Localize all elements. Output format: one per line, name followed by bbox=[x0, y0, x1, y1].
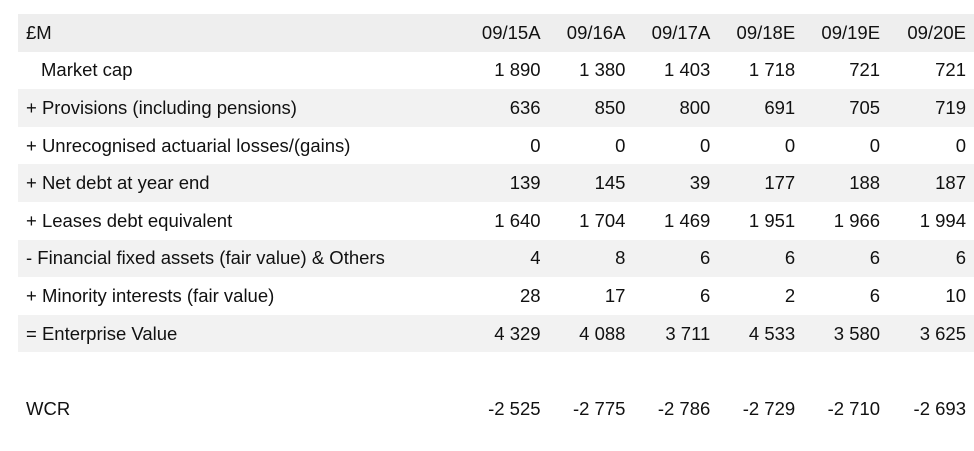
cell-value: 0 bbox=[530, 134, 541, 156]
cell-value: 1 966 bbox=[833, 209, 881, 231]
year-header: 09/17A bbox=[625, 14, 711, 52]
cell-value: 4 533 bbox=[710, 314, 796, 353]
cell-value: 3 711 bbox=[625, 314, 711, 353]
enterprise-value-table: £M 09/15A 09/16A 09/17A 09/18E 09/19E 09… bbox=[18, 14, 974, 428]
cell-value: 2 bbox=[784, 284, 796, 306]
cell-value: 6 bbox=[710, 239, 796, 278]
cell-value: 17 bbox=[604, 284, 626, 306]
row-label: Market cap bbox=[41, 59, 133, 81]
year-header: 09/19E bbox=[795, 14, 881, 52]
cell-value: 721 bbox=[849, 59, 881, 81]
cell-value: 145 bbox=[540, 164, 626, 202]
cell-value: 6 bbox=[869, 284, 881, 306]
cell-value: 691 bbox=[710, 89, 796, 127]
cell-value: 1 403 bbox=[664, 59, 711, 81]
cell-value: 1 718 bbox=[748, 59, 796, 81]
row-label: + Leases debt equivalent bbox=[26, 209, 233, 231]
table-row: + Net debt at year end 139 145 39 177 18… bbox=[18, 164, 974, 202]
cell-value: 10 bbox=[945, 284, 966, 306]
table-row: + Provisions (including pensions) 636 85… bbox=[18, 89, 974, 127]
cell-value: 0 bbox=[955, 134, 966, 156]
cell-value: 719 bbox=[880, 89, 974, 127]
wcr-row: WCR -2 525 -2 775 -2 786 -2 729 -2 710 -… bbox=[18, 390, 974, 428]
cell-value: 4 bbox=[455, 239, 541, 278]
cell-value: 3 580 bbox=[795, 314, 881, 353]
year-header: 09/20E bbox=[880, 14, 974, 52]
cell-value: -2 775 bbox=[572, 397, 626, 419]
table-row: + Unrecognised actuarial losses/(gains) … bbox=[18, 127, 974, 165]
year-header: 09/16A bbox=[540, 14, 626, 52]
row-label: - Financial fixed assets (fair value) & … bbox=[18, 239, 456, 278]
cell-value: 1 469 bbox=[664, 209, 711, 231]
year-header: 09/18E bbox=[710, 14, 796, 52]
cell-value: 850 bbox=[540, 89, 626, 127]
cell-value: 0 bbox=[784, 134, 796, 156]
cell-value: 1 994 bbox=[919, 209, 966, 231]
row-label: + Unrecognised actuarial losses/(gains) bbox=[26, 134, 351, 156]
cell-value: 6 bbox=[880, 239, 974, 278]
cell-value: -2 786 bbox=[657, 397, 711, 419]
cell-value: 187 bbox=[880, 164, 974, 202]
year-header: 09/15A bbox=[455, 14, 541, 52]
unit-label: £M bbox=[18, 14, 456, 52]
cell-value: 1 951 bbox=[748, 209, 796, 231]
row-label: = Enterprise Value bbox=[18, 314, 456, 353]
row-label: + Provisions (including pensions) bbox=[18, 89, 456, 127]
cell-value: 0 bbox=[869, 134, 881, 156]
cell-value: 188 bbox=[795, 164, 881, 202]
cell-value: 1 640 bbox=[494, 209, 541, 231]
cell-value: 4 088 bbox=[540, 314, 626, 353]
cell-value: 177 bbox=[710, 164, 796, 202]
cell-value: 800 bbox=[625, 89, 711, 127]
cell-value: -2 729 bbox=[742, 397, 796, 419]
row-label: WCR bbox=[26, 397, 71, 419]
cell-value: 6 bbox=[625, 239, 711, 278]
cell-value: 6 bbox=[700, 284, 711, 306]
enterprise-value-row: = Enterprise Value 4 329 4 088 3 711 4 5… bbox=[18, 314, 974, 353]
cell-value: 0 bbox=[700, 134, 711, 156]
cell-value: 28 bbox=[519, 284, 541, 306]
cell-value: 1 890 bbox=[494, 59, 541, 81]
cell-value: 705 bbox=[795, 89, 881, 127]
cell-value: 1 380 bbox=[579, 59, 626, 81]
cell-value: 139 bbox=[455, 164, 541, 202]
cell-value: 39 bbox=[625, 164, 711, 202]
cell-value: -2 693 bbox=[913, 397, 966, 419]
spacer-row bbox=[18, 352, 974, 390]
cell-value: 636 bbox=[455, 89, 541, 127]
row-label: + Net debt at year end bbox=[18, 164, 456, 202]
cell-value: 4 329 bbox=[455, 314, 541, 353]
cell-value: -2 710 bbox=[827, 397, 881, 419]
table-row: + Leases debt equivalent 1 640 1 704 1 4… bbox=[18, 202, 974, 240]
cell-value: 8 bbox=[540, 239, 626, 278]
row-label: + Minority interests (fair value) bbox=[26, 284, 275, 306]
cell-value: 0 bbox=[615, 134, 626, 156]
cell-value: 6 bbox=[795, 239, 881, 278]
cell-value: 3 625 bbox=[880, 314, 974, 353]
table-row: - Financial fixed assets (fair value) & … bbox=[18, 239, 974, 278]
cell-value: 1 704 bbox=[579, 209, 626, 231]
cell-value: -2 525 bbox=[488, 397, 541, 419]
table-row: + Minority interests (fair value) 28 17 … bbox=[18, 277, 974, 315]
table-header-row: £M 09/15A 09/16A 09/17A 09/18E 09/19E 09… bbox=[18, 14, 974, 52]
cell-value: 721 bbox=[935, 59, 966, 81]
table-row: Market cap 1 890 1 380 1 403 1 718 721 7… bbox=[18, 52, 974, 90]
